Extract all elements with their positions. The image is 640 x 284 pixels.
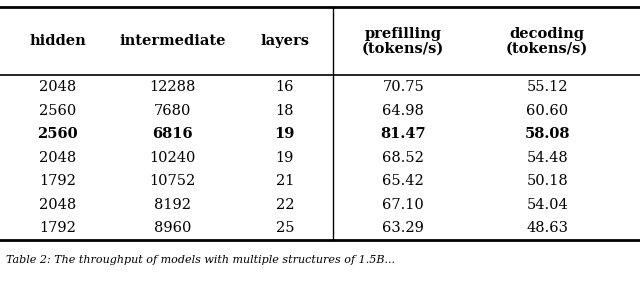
Text: Table 2: The throughput of models with multiple structures of 1.5B...: Table 2: The throughput of models with m… — [6, 255, 396, 265]
Text: 65.42: 65.42 — [382, 174, 424, 188]
Text: 2560: 2560 — [39, 104, 76, 118]
Text: 54.48: 54.48 — [526, 151, 568, 165]
Text: intermediate: intermediate — [120, 34, 226, 48]
Text: 1792: 1792 — [39, 221, 76, 235]
Text: 68.52: 68.52 — [382, 151, 424, 165]
Text: 6816: 6816 — [152, 127, 193, 141]
Text: 10240: 10240 — [150, 151, 196, 165]
Text: 19: 19 — [275, 127, 295, 141]
Text: 10752: 10752 — [150, 174, 196, 188]
Text: 48.63: 48.63 — [526, 221, 568, 235]
Text: 2048: 2048 — [39, 198, 76, 212]
Text: 1792: 1792 — [39, 174, 76, 188]
Text: layers: layers — [260, 34, 309, 48]
Text: 55.12: 55.12 — [527, 80, 568, 94]
Text: 2048: 2048 — [39, 151, 76, 165]
Text: 7680: 7680 — [154, 104, 191, 118]
Text: 19: 19 — [276, 151, 294, 165]
Text: 60.60: 60.60 — [526, 104, 568, 118]
Text: 16: 16 — [276, 80, 294, 94]
Text: 58.08: 58.08 — [524, 127, 570, 141]
Text: 67.10: 67.10 — [382, 198, 424, 212]
Text: 18: 18 — [276, 104, 294, 118]
Text: 2560: 2560 — [37, 127, 78, 141]
Text: decoding
(tokens/s): decoding (tokens/s) — [506, 27, 588, 56]
Text: hidden: hidden — [29, 34, 86, 48]
Text: 22: 22 — [276, 198, 294, 212]
Text: 50.18: 50.18 — [526, 174, 568, 188]
Text: 8192: 8192 — [154, 198, 191, 212]
Text: 2048: 2048 — [39, 80, 76, 94]
Text: 12288: 12288 — [150, 80, 196, 94]
Text: 70.75: 70.75 — [382, 80, 424, 94]
Text: 25: 25 — [276, 221, 294, 235]
Text: 8960: 8960 — [154, 221, 191, 235]
Text: 21: 21 — [276, 174, 294, 188]
Text: 63.29: 63.29 — [382, 221, 424, 235]
Text: 81.47: 81.47 — [380, 127, 426, 141]
Text: 64.98: 64.98 — [382, 104, 424, 118]
Text: 54.04: 54.04 — [526, 198, 568, 212]
Text: prefilling
(tokens/s): prefilling (tokens/s) — [362, 27, 444, 56]
